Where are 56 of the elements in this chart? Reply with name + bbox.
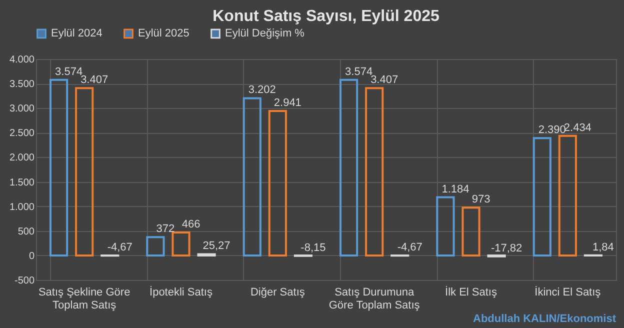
bar <box>242 97 262 256</box>
bar <box>340 78 358 256</box>
data-label: 2.390 <box>538 124 566 136</box>
data-label: -17,82 <box>490 242 522 254</box>
y-tick-label: 1.000 <box>9 202 35 213</box>
y-tick-label: 2.500 <box>9 128 35 140</box>
x-tick-label: Diğer Satış <box>250 286 306 298</box>
bar <box>50 78 68 256</box>
chart-title: Konut Satış Sayısı, Eylül 2025 <box>212 8 440 25</box>
x-tick-label: İlk El Satış <box>445 286 498 298</box>
bar <box>390 254 410 257</box>
x-tick-label: Satış Şekline Göre Toplam Satış <box>38 286 130 312</box>
y-tick-label: 1.500 <box>9 177 35 188</box>
data-label: 1.184 <box>442 183 470 196</box>
data-label: 25,27 <box>202 240 230 252</box>
data-label: 3.574 <box>345 66 373 78</box>
bar <box>100 254 120 257</box>
bar <box>365 87 384 256</box>
bar <box>268 110 287 256</box>
data-label: -4,67 <box>397 242 422 254</box>
data-label: 372 <box>156 223 175 236</box>
x-tick-label: Satış Durumuna Göre Toplam Satış <box>328 286 420 312</box>
y-tick-label: 0 <box>28 250 35 262</box>
bar <box>487 254 506 258</box>
y-tick-label: 500 <box>18 226 35 238</box>
data-label: 1,84 <box>592 241 614 254</box>
y-tick-label: 3.000 <box>9 104 35 115</box>
y-tick-label: 2.000 <box>9 152 35 164</box>
bar <box>532 137 552 256</box>
data-label: 3.202 <box>248 84 276 96</box>
legend-label: Eylül 2024 <box>51 28 102 40</box>
data-label: 466 <box>182 218 200 231</box>
bar <box>294 254 312 257</box>
data-label: 973 <box>472 194 490 206</box>
data-label: 3.574 <box>55 66 83 78</box>
data-label: 2.434 <box>564 122 592 134</box>
legend-label: Eylül Değişim % <box>225 28 305 40</box>
data-label: 2.941 <box>274 97 302 110</box>
data-label: -4,67 <box>107 242 132 254</box>
bar <box>436 196 455 256</box>
x-tick-label: İpotekli Satış <box>150 286 213 298</box>
bar <box>75 87 94 256</box>
text: Abdullah KALIN/Ekonomist <box>473 313 616 325</box>
bar <box>172 232 190 256</box>
bar <box>558 134 577 256</box>
bar <box>462 206 480 256</box>
bar <box>197 253 216 256</box>
legend-label: Eylül 2025 <box>138 28 190 40</box>
y-tick-label: 4.000 <box>9 54 35 66</box>
x-tick-label: İkinci El Satış <box>534 286 602 298</box>
bar <box>146 236 165 256</box>
data-label: 3.407 <box>370 74 398 86</box>
y-tick-label: 3.500 <box>9 79 35 90</box>
y-tick-label: -500 <box>14 276 35 286</box>
data-label: -8,15 <box>300 242 326 254</box>
data-label: 3.407 <box>80 74 108 86</box>
